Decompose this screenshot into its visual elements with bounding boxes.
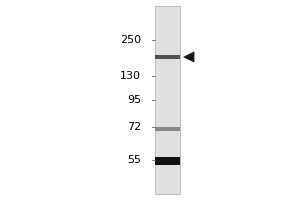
Bar [155,127,179,131]
Text: 130: 130 [120,71,141,81]
Bar [154,6,180,194]
Text: 55: 55 [127,155,141,165]
Bar [155,157,179,165]
Text: 95: 95 [127,95,141,105]
Text: 72: 72 [127,122,141,132]
Text: 250: 250 [120,35,141,45]
Bar [155,55,179,59]
Polygon shape [183,51,194,63]
Text: 293: 293 [155,0,179,2]
